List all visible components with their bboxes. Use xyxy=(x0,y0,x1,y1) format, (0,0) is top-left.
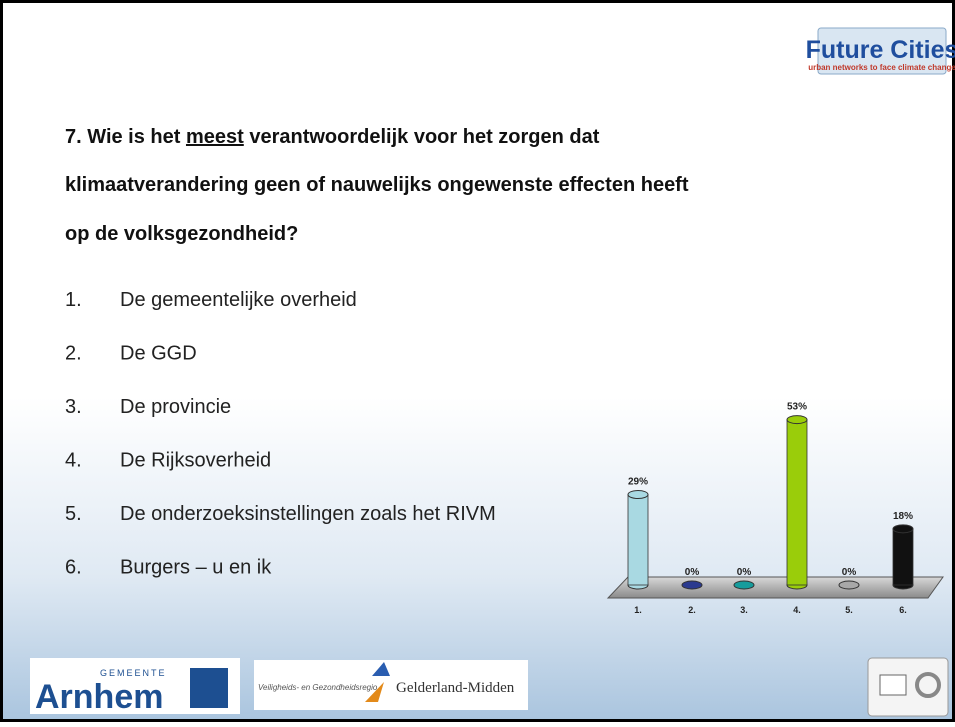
logo-small: Veiligheids- en Gezondheidsregio xyxy=(258,683,378,692)
bar xyxy=(787,420,807,585)
option-number: 3. xyxy=(65,396,82,418)
option-label: Burgers – u en ik xyxy=(120,557,272,579)
question-emphasis: meest xyxy=(186,126,244,148)
bar-top xyxy=(787,416,807,424)
logo-text: Gelderland-Midden xyxy=(396,680,515,696)
option-number: 6. xyxy=(65,557,82,579)
x-tick-label: 4. xyxy=(793,605,801,615)
bar xyxy=(682,581,702,589)
bar-top xyxy=(628,491,648,499)
data-label: 53% xyxy=(787,402,807,413)
page: {"logo": {"title": "Future Cities", "sub… xyxy=(0,0,955,722)
question-line: klimaatverandering geen of nauwelijks on… xyxy=(65,174,689,196)
option-number: 2. xyxy=(65,343,82,365)
option-label: De provincie xyxy=(120,396,231,418)
bar-top xyxy=(893,525,913,533)
question-text: verantwoordelijk voor het zorgen dat xyxy=(244,126,600,148)
logo-subtitle: urban networks to face climate change xyxy=(808,63,955,72)
data-label: 0% xyxy=(737,567,752,578)
x-tick-label: 6. xyxy=(899,605,907,615)
slide: Future Cities urban networks to face cli… xyxy=(0,0,955,722)
option-label: De Rijksoverheid xyxy=(120,450,271,472)
option-label: De GGD xyxy=(120,343,197,365)
eu-flag xyxy=(880,675,906,695)
option-label: De gemeentelijke overheid xyxy=(120,289,357,311)
logo-emblem xyxy=(190,668,228,708)
data-label: 0% xyxy=(842,567,857,578)
option-number: 1. xyxy=(65,289,82,311)
x-tick-label: 3. xyxy=(740,605,748,615)
bar xyxy=(893,529,913,585)
question-line: op de volksgezondheid? xyxy=(65,223,298,245)
data-label: 29% xyxy=(628,477,648,488)
logo-small: GEMEENTE xyxy=(100,668,167,678)
question-text: 7. Wie is het xyxy=(65,126,186,148)
x-tick-label: 2. xyxy=(688,605,696,615)
logo-text: Arnhem xyxy=(35,678,163,716)
data-label: 18% xyxy=(893,511,913,522)
bar xyxy=(734,581,754,589)
bar xyxy=(628,495,648,585)
data-label: 0% xyxy=(685,567,700,578)
option-number: 4. xyxy=(65,450,82,472)
bar xyxy=(839,581,859,589)
question-line: 7. Wie is het meest verantwoordelijk voo… xyxy=(65,126,600,148)
x-tick-label: 5. xyxy=(845,605,853,615)
option-number: 5. xyxy=(65,503,82,525)
x-tick-label: 1. xyxy=(634,605,642,615)
logo-title: Future Cities xyxy=(806,36,955,64)
option-label: De onderzoeksinstellingen zoals het RIVM xyxy=(120,503,496,525)
